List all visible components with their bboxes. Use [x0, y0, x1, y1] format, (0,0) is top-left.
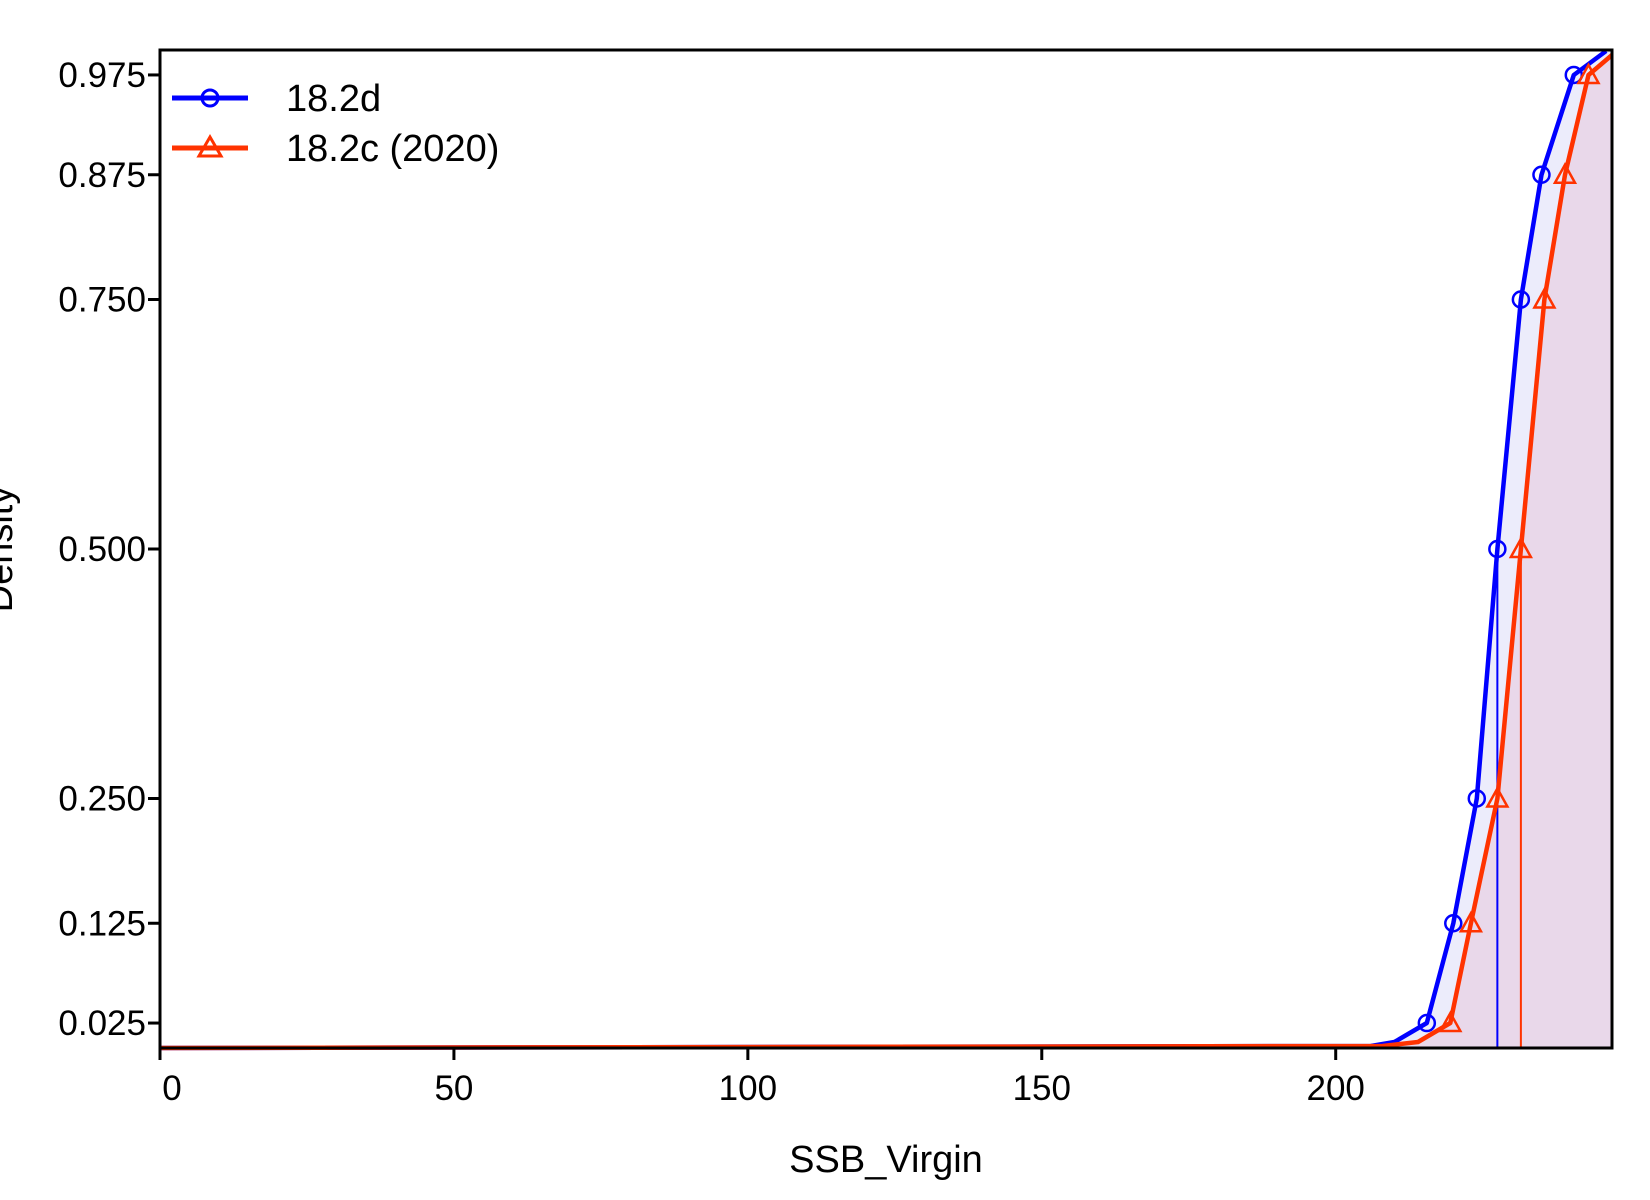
plot-background [160, 50, 1612, 1048]
x-tick-label: 0 [162, 1069, 181, 1108]
marker-triangle [1438, 1010, 1463, 1033]
series-line-1 [159, 53, 1614, 1051]
x-tick-label: 200 [1307, 1069, 1365, 1108]
y-tick-label: 0.250 [58, 780, 146, 819]
legend-circle-icon [200, 88, 220, 108]
y-tick-label: 0.125 [58, 904, 146, 943]
marker-triangle [1508, 536, 1534, 559]
marker-circle [1511, 290, 1531, 309]
marker-triangle [1576, 62, 1601, 85]
marker-triangle [1532, 286, 1557, 309]
marker-circle [1417, 1013, 1437, 1033]
marker-triangle [1552, 162, 1578, 184]
y-tick-label: 0.750 [58, 281, 146, 320]
x-axis: 0 50 100 150 200 [158, 1048, 1365, 1108]
marker-triangle [1485, 785, 1510, 808]
legend-label-1: 18.2c (2020) [286, 128, 499, 170]
series-lines [159, 49, 1614, 1051]
legend-label-0: 18.2d [286, 78, 381, 120]
x-axis-title: SSB_Virgin [789, 1139, 983, 1181]
x-tick-label: 150 [1013, 1069, 1071, 1108]
marker-circle [1532, 165, 1551, 184]
y-axis: 0.025 0.125 0.250 0.500 0.750 0.875 0.975 [58, 56, 160, 1043]
y-axis-title: Density [0, 486, 21, 613]
marker-circle [1444, 914, 1463, 933]
x-tick-label: 100 [719, 1069, 777, 1108]
x-tick-label: 50 [434, 1069, 473, 1108]
marker-triangle [1458, 910, 1484, 933]
legend-triangle-icon [196, 134, 224, 158]
y-tick-label: 0.500 [58, 530, 146, 569]
y-tick-label: 0.025 [58, 1004, 146, 1043]
marker-circle [1467, 789, 1487, 808]
series-markers [1417, 62, 1601, 1033]
marker-circle [1488, 539, 1507, 559]
y-tick-label: 0.875 [58, 156, 146, 195]
y-tick-label: 0.975 [58, 56, 146, 95]
legend: 18.2d 18.2c (2020) [172, 78, 499, 170]
